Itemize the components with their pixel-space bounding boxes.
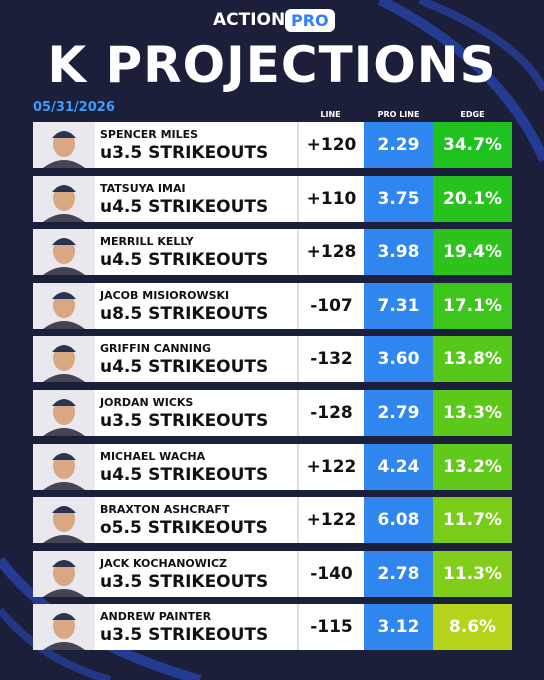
table-row: JORDAN WICKS u3.5 STRIKEOUTS -128 2.79 13.3% [33, 390, 512, 436]
prop: u3.5 STRIKEOUTS [100, 625, 269, 646]
column-header: PRO LINE [377, 110, 420, 119]
table-row: MERRILL KELLY u4.5 STRIKEOUTS +128 3.98 19.4… [33, 229, 512, 276]
edge: 8.6% [433, 604, 512, 651]
player-cell: JACK KOCHANOWICZ u3.5 STRIKEOUTS [95, 550, 297, 597]
line: -140 [297, 550, 364, 597]
player-name: TATSUYA IMAI [100, 181, 186, 195]
player-photo [33, 390, 95, 436]
line: -107 [297, 282, 364, 329]
line: +122 [297, 497, 364, 544]
player-cell: TATSUYA IMAI u4.5 STRIKEOUTS [95, 175, 297, 222]
pro-line: 6.08 [364, 497, 433, 544]
pro-line: 7.31 [364, 282, 433, 329]
player-cell: ANDREW PAINTER u3.5 STRIKEOUTS [95, 604, 297, 651]
player-name: ANDREW PAINTER [100, 610, 212, 624]
player-photo [33, 122, 95, 168]
player-name: MERRILL KELLY [100, 235, 194, 249]
pro-line: 2.79 [364, 390, 433, 436]
player-photo [33, 604, 95, 651]
player-photo [33, 336, 95, 383]
player-name: JACOB MISIOROWSKI [100, 288, 230, 302]
prop: u4.5 STRIKEOUTS [100, 250, 269, 271]
date: 05/31/2026 [33, 100, 115, 115]
edge: 13.2% [433, 443, 512, 490]
edge: 13.3% [433, 390, 512, 436]
player-photo [33, 443, 95, 490]
table-row: SPENCER MILES u3.5 STRIKEOUTS +120 2.29 34.7… [33, 122, 512, 168]
edge: 13.8% [433, 336, 512, 383]
player-cell: MERRILL KELLY u4.5 STRIKEOUTS [95, 229, 297, 276]
pro-line: 3.60 [364, 336, 433, 383]
pro-line: 3.98 [364, 229, 433, 276]
player-name: GRIFFIN CANNING [100, 342, 212, 356]
title: K PROJECTIONS [47, 36, 497, 94]
edge: 20.1% [433, 175, 512, 222]
edge: 17.1% [433, 282, 512, 329]
table-row: GRIFFIN CANNING u4.5 STRIKEOUTS -132 3.60 13… [33, 336, 512, 383]
player-photo [33, 229, 95, 276]
column-header: LINE [320, 110, 341, 119]
player-cell: GRIFFIN CANNING u4.5 STRIKEOUTS [95, 336, 297, 383]
brand: ACTION [213, 10, 286, 30]
edge: 34.7% [433, 122, 512, 168]
prop: o5.5 STRIKEOUTS [100, 518, 268, 539]
prop: u8.5 STRIKEOUTS [100, 303, 269, 324]
line: +120 [297, 122, 364, 168]
line: -115 [297, 604, 364, 651]
line: +110 [297, 175, 364, 222]
player-name: JORDAN WICKS [100, 396, 194, 409]
line: -128 [297, 390, 364, 436]
player-name: JACK KOCHANOWICZ [100, 556, 228, 570]
player-name: BRAXTON ASHCRAFT [100, 503, 230, 517]
player-photo [33, 282, 95, 329]
player-cell: BRAXTON ASHCRAFT o5.5 STRIKEOUTS [95, 497, 297, 544]
prop: u3.5 STRIKEOUTS [100, 571, 269, 592]
table-row: ANDREW PAINTER u3.5 STRIKEOUTS -115 3.12 8.6… [33, 604, 512, 651]
pro-line: 2.78 [364, 550, 433, 597]
pro-line: 4.24 [364, 443, 433, 490]
table-row: MICHAEL WACHA u4.5 STRIKEOUTS +122 4.24 13.2… [33, 443, 512, 490]
line: +128 [297, 229, 364, 276]
prop: u4.5 STRIKEOUTS [100, 357, 269, 378]
pro-line: 2.29 [364, 122, 433, 168]
edge: 19.4% [433, 229, 512, 276]
player-photo [33, 497, 95, 544]
prop: u3.5 STRIKEOUTS [100, 411, 269, 431]
player-cell: SPENCER MILES u3.5 STRIKEOUTS [95, 122, 297, 168]
player-name: SPENCER MILES [100, 128, 199, 141]
table-row: JACK KOCHANOWICZ u3.5 STRIKEOUTS -140 2.78 1… [33, 550, 512, 597]
player-name: MICHAEL WACHA [100, 449, 206, 463]
line: +122 [297, 443, 364, 490]
prop: u3.5 STRIKEOUTS [100, 143, 269, 163]
line: -132 [297, 336, 364, 383]
badge: PRO [285, 9, 335, 32]
player-photo [33, 550, 95, 597]
prop: u4.5 STRIKEOUTS [100, 464, 269, 485]
pro-line: 3.12 [364, 604, 433, 651]
table-row: TATSUYA IMAI u4.5 STRIKEOUTS +110 3.75 20.1% [33, 175, 512, 222]
table-row: BRAXTON ASHCRAFT o5.5 STRIKEOUTS +122 6.08 1… [33, 497, 512, 544]
edge: 11.3% [433, 550, 512, 597]
edge: 11.7% [433, 497, 512, 544]
player-cell: MICHAEL WACHA u4.5 STRIKEOUTS [95, 443, 297, 490]
player-cell: JORDAN WICKS u3.5 STRIKEOUTS [95, 390, 297, 436]
pro-line: 3.75 [364, 175, 433, 222]
player-cell: JACOB MISIOROWSKI u8.5 STRIKEOUTS [95, 282, 297, 329]
table-row: JACOB MISIOROWSKI u8.5 STRIKEOUTS -107 7.31… [33, 282, 512, 329]
player-photo [33, 175, 95, 222]
column-header: EDGE [460, 110, 485, 119]
prop: u4.5 STRIKEOUTS [100, 196, 269, 217]
